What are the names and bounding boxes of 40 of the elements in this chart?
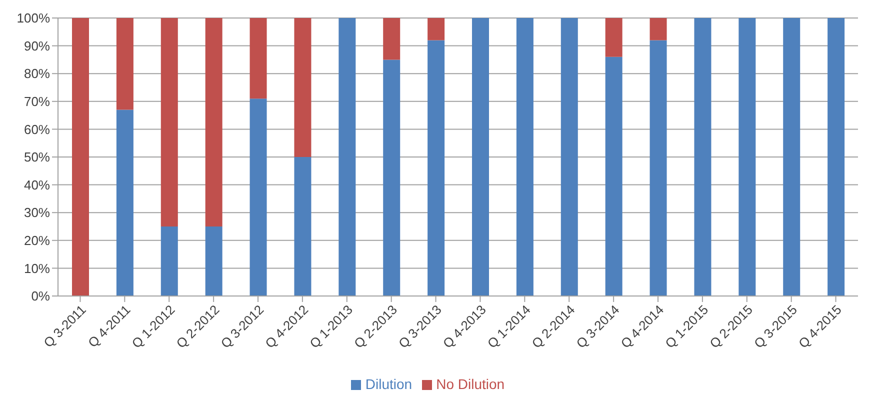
y-tick-label: 60% [24, 122, 50, 137]
bar [294, 18, 312, 157]
bar [338, 18, 356, 296]
y-tick-label: 20% [24, 233, 50, 248]
bar [383, 60, 400, 296]
bar [116, 110, 134, 296]
y-tick-label: 90% [24, 38, 50, 54]
y-tick-label: 30% [24, 205, 50, 220]
bar [694, 18, 712, 296]
bar [428, 40, 445, 296]
y-tick-label: 100% [16, 10, 50, 26]
bar [72, 18, 89, 296]
bar [428, 18, 445, 40]
bar [650, 18, 667, 40]
bar [116, 18, 134, 110]
bar [738, 18, 756, 296]
y-tick-label: 80% [24, 66, 50, 82]
bar [783, 18, 800, 296]
bar [560, 18, 578, 296]
bar [828, 18, 845, 296]
bar [294, 157, 312, 296]
bar [250, 18, 267, 99]
bar [605, 18, 622, 57]
legend-label: No Dilution [436, 376, 505, 392]
bar [205, 226, 222, 296]
y-tick-label: 40% [24, 177, 50, 192]
bar [650, 40, 667, 296]
bar [472, 18, 489, 296]
y-tick-label: 0% [31, 288, 50, 304]
bar [250, 98, 267, 296]
legend-label: Dilution [365, 376, 412, 392]
y-tick-label: 10% [24, 260, 50, 276]
y-tick-label: 70% [24, 94, 50, 110]
bar [160, 18, 178, 226]
bar [383, 18, 400, 60]
bar [160, 226, 178, 296]
bar [605, 56, 622, 296]
y-tick-label: 50% [24, 150, 50, 165]
bar [516, 18, 534, 296]
bar [205, 18, 222, 226]
